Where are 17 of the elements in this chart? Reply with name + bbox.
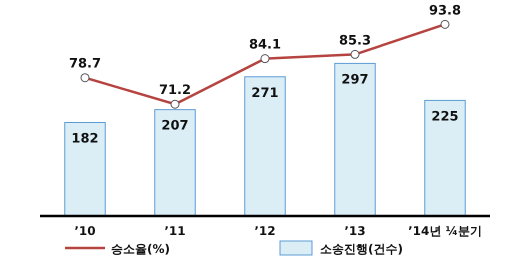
x-tick-label: ’14년 ¼분기 xyxy=(408,224,482,238)
data-label: 182 xyxy=(71,131,99,146)
x-tick-label: ’13 xyxy=(344,224,366,238)
x-tick-label: ’11 xyxy=(164,224,186,238)
data-label: 85.3 xyxy=(338,33,372,48)
x-tick-label: ’10 xyxy=(74,224,96,238)
data-label: 297 xyxy=(341,72,369,88)
data-label: 225 xyxy=(431,109,459,124)
legend-label: 승소율(%) xyxy=(111,242,170,256)
x-tick-label: ’12 xyxy=(254,224,276,238)
data-label: 78.7 xyxy=(68,56,102,72)
data-label: 84.1 xyxy=(248,38,282,53)
data-label: 207 xyxy=(161,118,189,134)
legend-label: 소송진행(건수) xyxy=(320,242,403,256)
data-label: 71.2 xyxy=(158,83,192,98)
data-label: 93.8 xyxy=(428,3,462,18)
data-label: 271 xyxy=(251,86,279,101)
